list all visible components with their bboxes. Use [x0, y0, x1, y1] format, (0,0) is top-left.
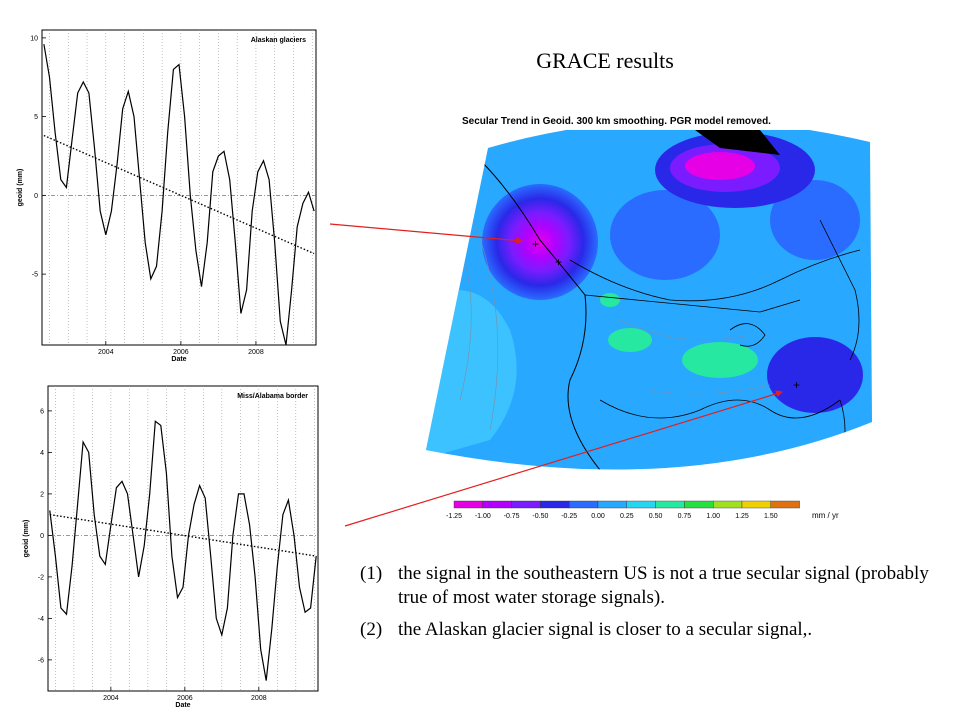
- colorbar-label: 0.50: [649, 513, 663, 520]
- colorbar-label: 0.75: [678, 513, 692, 520]
- y-tick-label: 10: [30, 35, 38, 42]
- slide-title: GRACE results: [536, 48, 674, 73]
- note-text: the signal in the southeastern US is not…: [398, 563, 929, 608]
- alaska-site-marker-2: +: [555, 255, 562, 269]
- y-tick-label: -5: [32, 272, 38, 279]
- note-number: (1): [360, 563, 383, 584]
- colorbar-label: 0.25: [620, 513, 634, 520]
- y-tick-label: 4: [40, 450, 44, 457]
- colorbar-swatch: [540, 500, 570, 509]
- miss-alabama-chart: 6 4 2 0 -2 -4 -6 2004 2006 2008 Date geoid (mm) Miss…: [0, 378, 330, 720]
- x-tick-label: 2006: [177, 695, 193, 702]
- note-item: (1) the signal in the southeastern US is…: [360, 562, 930, 610]
- y-axis-label: geoid (mm): [23, 520, 30, 558]
- miss-alabama-plot: 6 4 2 0 -2 -4 -6 2004 2006 2008 Date geoid (mm) Miss…: [23, 385, 319, 709]
- colorbar-swatch: [482, 500, 512, 509]
- chart-title: Alaskan glaciers: [251, 37, 306, 44]
- y-axis-label: geoid (mm): [17, 169, 24, 207]
- colorbar-label: -1.25: [446, 513, 462, 520]
- y-tick-label: 0: [34, 193, 38, 200]
- plot-frame: [47, 385, 319, 692]
- y-tick-label: -2: [38, 574, 44, 581]
- x-axis-label: Date: [171, 356, 186, 363]
- x-tick-label: 2008: [248, 349, 264, 356]
- alaskan-glaciers-plot: 10 5 0 -5 2004 2006 2008 Date geoid (mm) Alaskan …: [17, 29, 317, 363]
- y-tick-label: 5: [34, 114, 38, 121]
- colorbar-label: 1.00: [706, 513, 720, 520]
- series-line: [49, 420, 317, 681]
- note-item: (2) the Alaskan glacier signal is closer…: [360, 618, 930, 642]
- colorbar-swatch: [626, 500, 656, 509]
- trend-line: [49, 513, 317, 557]
- colorbar-swatch: [770, 500, 800, 509]
- colorbar-label: 1.50: [764, 513, 778, 520]
- note-text: the Alaskan glacier signal is closer to …: [398, 618, 813, 640]
- chart-title: Miss/Alabama border: [237, 393, 308, 400]
- y-tick-label: -6: [38, 657, 44, 664]
- note-number: (2): [360, 618, 383, 640]
- alaska-site-marker: +: [532, 237, 539, 251]
- colorbar-swatch: [597, 500, 627, 509]
- plot-frame: [41, 29, 317, 346]
- map-field: + + +: [426, 130, 872, 470]
- notes-list: (1) the signal in the southeastern US is…: [360, 562, 930, 649]
- x-axis-label: Date: [175, 702, 190, 709]
- series-line: [43, 44, 315, 346]
- colorbar-swatch: [713, 500, 743, 509]
- colorbar-swatch: [453, 500, 483, 509]
- geoid-trend-map: Secular Trend in Geoid. 300 km smoothing…: [426, 116, 872, 520]
- miss-alabama-site-marker: +: [793, 378, 800, 392]
- trend-line: [43, 134, 315, 255]
- x-tick-label: 2004: [98, 349, 114, 356]
- x-tick-label: 2008: [251, 695, 267, 702]
- colorbar-label: -1.00: [475, 513, 491, 520]
- colorbar-label: 0.00: [591, 513, 605, 520]
- geoid-trend-map-figure: Secular Trend in Geoid. 300 km smoothing…: [420, 100, 890, 530]
- y-tick-label: 6: [40, 408, 44, 415]
- alaskan-glaciers-chart: 10 5 0 -5 2004 2006 2008 Date geoid (mm) Alaskan …: [0, 20, 330, 370]
- colorbar-unit: mm / yr: [812, 511, 839, 520]
- colorbar-swatch: [684, 500, 714, 509]
- colorbar-swatch: [741, 500, 771, 509]
- x-tick-label: 2004: [103, 695, 119, 702]
- colorbar-swatch: [655, 500, 685, 509]
- colorbar-swatch: [568, 500, 599, 509]
- x-tick-label: 2006: [173, 349, 189, 356]
- y-tick-label: 2: [40, 491, 44, 498]
- colorbar-label: 1.25: [735, 513, 749, 520]
- colorbar-label: -0.25: [561, 513, 577, 520]
- colorbar-label: -0.75: [504, 513, 520, 520]
- colorbar-label: -0.50: [532, 513, 548, 520]
- y-tick-label: 0: [40, 533, 44, 540]
- map-title: Secular Trend in Geoid. 300 km smoothing…: [462, 116, 771, 127]
- colorbar: -1.25 -1.00 -0.75 -0.50 -0.25 0.00 0.25 0.50 0.7…: [446, 500, 839, 520]
- y-tick-label: -4: [38, 616, 44, 623]
- colorbar-swatch: [511, 500, 541, 509]
